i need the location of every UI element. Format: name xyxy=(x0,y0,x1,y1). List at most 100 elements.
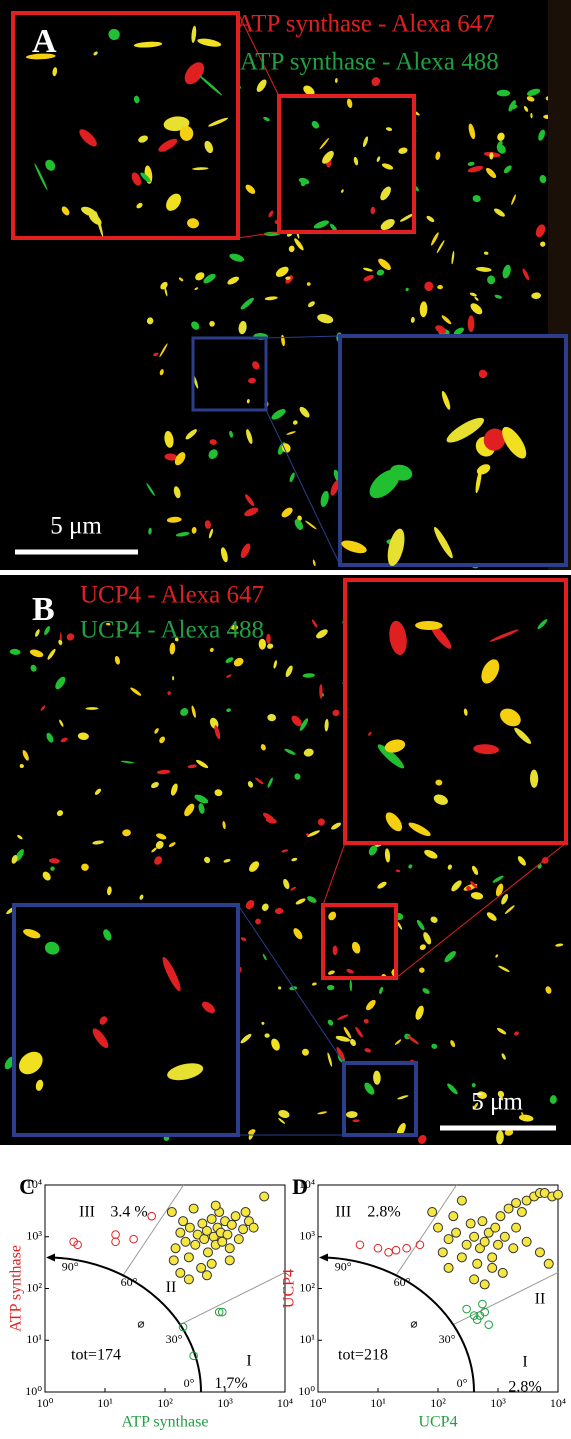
point xyxy=(185,1223,194,1232)
point xyxy=(512,1223,521,1232)
point xyxy=(249,1223,258,1232)
point xyxy=(239,1225,248,1234)
annotation: III xyxy=(79,1204,95,1221)
point xyxy=(480,1280,489,1289)
point xyxy=(203,1248,212,1257)
point xyxy=(184,1275,193,1284)
point xyxy=(457,1253,466,1262)
annotation: 0° xyxy=(184,1376,195,1390)
x-tick-label: 10⁴ xyxy=(277,1396,293,1410)
x-tick-label: 10⁰ xyxy=(37,1396,54,1410)
point xyxy=(234,1235,243,1244)
inset-b-red xyxy=(345,580,566,843)
y-tick-label: 10² xyxy=(299,1280,315,1294)
point xyxy=(500,1232,509,1241)
point xyxy=(449,1212,458,1221)
point xyxy=(488,1253,497,1262)
blob xyxy=(327,985,334,990)
y-tick-label: 10¹ xyxy=(299,1332,315,1346)
y-tick-label: 10¹ xyxy=(26,1332,42,1346)
point xyxy=(452,1228,461,1237)
point xyxy=(494,1240,503,1249)
x-tick-label: 10⁰ xyxy=(310,1396,327,1410)
point xyxy=(176,1268,185,1277)
point xyxy=(167,1208,176,1217)
point xyxy=(491,1223,500,1232)
point xyxy=(488,1263,497,1272)
x-tick-label: 10³ xyxy=(217,1396,233,1410)
annotation: 0° xyxy=(457,1376,468,1390)
scale-bar-label: 5 μm xyxy=(471,1089,523,1116)
y-tick-label: 10⁰ xyxy=(298,1384,315,1398)
annotation: 2.8% xyxy=(508,1379,541,1396)
annotation: 60° xyxy=(394,1275,411,1289)
annotation: 1.7% xyxy=(214,1375,247,1392)
annotation: 90° xyxy=(62,1260,79,1274)
blob xyxy=(264,1033,269,1037)
annotation: ⌀ xyxy=(137,1316,144,1330)
point xyxy=(457,1196,466,1205)
point xyxy=(202,1271,211,1280)
point xyxy=(428,1208,437,1217)
point xyxy=(184,1253,193,1262)
point xyxy=(470,1275,479,1284)
annotation: I xyxy=(522,1354,527,1371)
panel-label: D xyxy=(292,1174,308,1199)
annotation: 90° xyxy=(335,1260,352,1274)
inset-b-blue xyxy=(14,905,238,1135)
y-tick-label: 10³ xyxy=(26,1229,42,1243)
annotation: ⌀ xyxy=(410,1316,417,1330)
point xyxy=(231,1212,240,1221)
point xyxy=(478,1217,487,1226)
x-tick-label: 10² xyxy=(157,1396,173,1410)
point xyxy=(189,1204,198,1213)
point xyxy=(462,1240,471,1249)
point xyxy=(512,1198,521,1207)
point xyxy=(260,1192,269,1201)
point xyxy=(434,1223,443,1232)
annotation: tot=174 xyxy=(71,1346,121,1363)
x-tick-label: 10¹ xyxy=(370,1396,386,1410)
point xyxy=(517,1208,526,1217)
point xyxy=(470,1232,479,1241)
blob xyxy=(497,90,511,97)
point xyxy=(171,1244,180,1253)
point xyxy=(225,1244,234,1253)
blob xyxy=(468,315,475,332)
legend-entry: ATP synthase - Alexa 647 xyxy=(236,11,495,38)
annotation: 30° xyxy=(166,1332,183,1346)
point xyxy=(444,1235,453,1244)
y-tick-label: 10³ xyxy=(299,1229,315,1243)
point xyxy=(223,1230,232,1239)
panel-label: A xyxy=(32,23,57,60)
point xyxy=(544,1259,553,1268)
point xyxy=(207,1215,216,1224)
point xyxy=(438,1248,447,1257)
legend-entry: ATP synthase - Alexa 488 xyxy=(240,49,499,76)
point xyxy=(207,1259,216,1268)
point xyxy=(225,1256,234,1265)
annotation: II xyxy=(166,1279,177,1296)
annotation: 3.4 % xyxy=(110,1204,147,1221)
annotation: II xyxy=(535,1291,546,1308)
point xyxy=(466,1219,475,1228)
point xyxy=(200,1235,209,1244)
point xyxy=(191,1240,200,1249)
point xyxy=(241,1208,250,1217)
y-tick-label: 10² xyxy=(26,1280,42,1294)
point xyxy=(554,1190,563,1199)
point xyxy=(227,1220,236,1229)
scale-bar-label: 5 μm xyxy=(50,513,102,540)
point xyxy=(535,1248,544,1257)
inset-a-blue xyxy=(340,336,566,565)
point xyxy=(169,1256,178,1265)
panel-label: C xyxy=(19,1174,35,1199)
x-tick-label: 10² xyxy=(430,1396,446,1410)
point xyxy=(480,1237,489,1246)
point xyxy=(509,1244,518,1253)
x-tick-label: 10³ xyxy=(490,1396,506,1410)
y-tick-label: 10⁰ xyxy=(25,1384,42,1398)
point xyxy=(444,1263,453,1272)
annotation: 60° xyxy=(121,1275,138,1289)
figure: A ATP synthase - Alexa 647 ATP synthase … xyxy=(0,0,571,1439)
